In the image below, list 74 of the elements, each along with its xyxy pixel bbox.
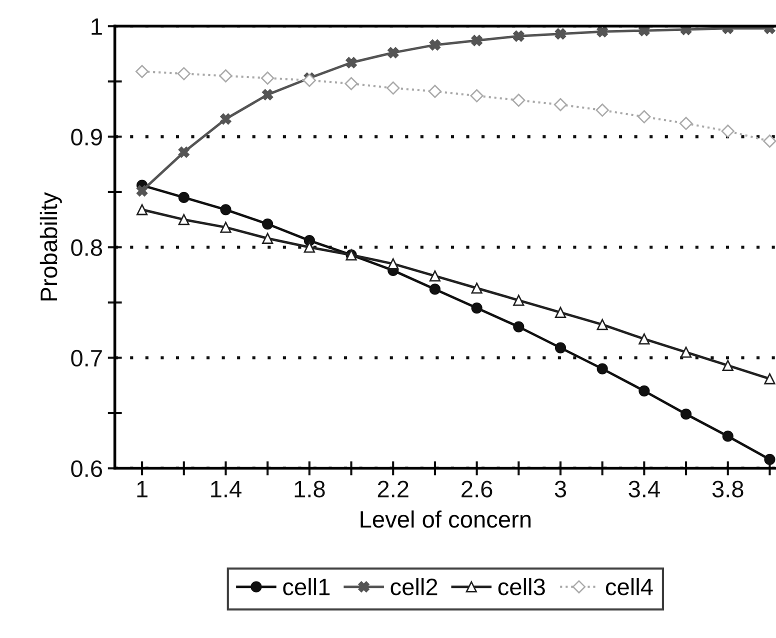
point	[596, 104, 609, 117]
point	[220, 204, 232, 216]
point	[136, 185, 148, 196]
legend-label: cell4	[606, 578, 653, 596]
x-tick-label: 3.4	[628, 480, 660, 498]
point	[178, 214, 190, 226]
point	[596, 26, 608, 38]
point	[262, 218, 274, 230]
x-tick-label: 1.8	[294, 480, 325, 498]
point	[262, 232, 274, 244]
point	[638, 385, 650, 396]
point	[554, 98, 568, 112]
x-tick-label: 1	[137, 480, 148, 498]
x-tick-label: 2.6	[462, 480, 492, 498]
point	[638, 110, 651, 124]
point	[470, 89, 484, 102]
legend-label: cell3	[498, 578, 545, 596]
y-tick-label: 0.7	[71, 350, 102, 367]
point	[513, 30, 524, 42]
point	[220, 113, 232, 125]
y-axis-title: Probability	[40, 192, 62, 300]
x-axis-title: Level of concern	[360, 510, 531, 528]
point	[679, 116, 693, 130]
point	[554, 28, 566, 40]
point	[638, 333, 650, 345]
point	[388, 47, 399, 58]
point	[344, 77, 358, 90]
point	[136, 204, 148, 216]
point	[513, 321, 524, 332]
point	[471, 302, 482, 314]
point	[262, 89, 274, 100]
point	[512, 94, 526, 107]
x-tick-label: 3.8	[712, 480, 744, 498]
point	[513, 294, 524, 306]
point	[722, 430, 734, 442]
point	[429, 284, 441, 295]
point	[346, 57, 357, 68]
point	[304, 242, 315, 253]
x-tick-label: 1.4	[211, 480, 242, 498]
point	[428, 84, 442, 98]
point	[596, 363, 608, 374]
point	[638, 26, 650, 36]
legend-label: cell2	[390, 578, 438, 596]
point	[721, 124, 734, 138]
point	[763, 134, 776, 148]
y-tick-label: 0.8	[71, 239, 102, 256]
point	[596, 319, 608, 330]
point	[302, 74, 316, 87]
y-tick-label: 0.6	[71, 460, 102, 478]
point	[764, 454, 776, 466]
point	[260, 72, 274, 85]
point	[554, 306, 566, 318]
legend-label: cell1	[283, 578, 330, 596]
point	[680, 408, 692, 420]
point	[177, 67, 190, 80]
point	[680, 346, 692, 358]
point	[429, 39, 441, 51]
x-tick-label: 3	[554, 480, 566, 498]
point	[554, 342, 566, 354]
point	[388, 258, 399, 270]
point	[722, 360, 734, 372]
point	[471, 282, 482, 294]
point	[135, 64, 149, 78]
point	[178, 192, 190, 204]
point	[429, 270, 441, 282]
point	[471, 34, 482, 46]
point	[178, 146, 190, 158]
y-tick-label: 0.9	[71, 128, 102, 146]
point	[764, 373, 776, 384]
point	[220, 222, 232, 233]
point	[386, 81, 400, 95]
point	[219, 69, 232, 82]
x-tick-label: 2.2	[378, 480, 408, 498]
y-tick-label: 1	[92, 18, 102, 35]
